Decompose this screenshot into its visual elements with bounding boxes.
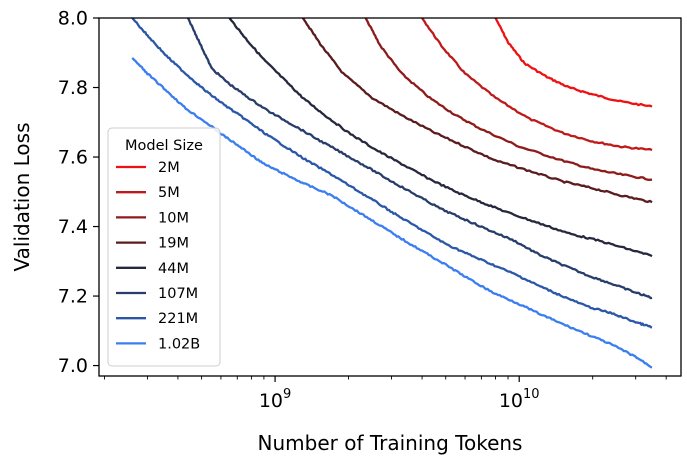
y-tick-label: 7.6 xyxy=(58,147,88,169)
plot-frame xyxy=(98,17,682,377)
x-axis-label: Number of Training Tokens xyxy=(258,431,523,455)
series-line-44M xyxy=(228,18,653,258)
x-axis-ticks: 109 1010 xyxy=(103,376,667,412)
legend: Model Size 2M 5M 10M 19M 44M 107M 221M 1.02B xyxy=(107,127,221,367)
series-line-107M xyxy=(186,18,653,300)
y-tick-label: 7.0 xyxy=(58,355,88,377)
series-lines xyxy=(131,18,653,369)
legend-label: 2M xyxy=(158,160,180,176)
series-line-2M xyxy=(494,18,653,108)
legend-items: 2M 5M 10M 19M 44M 107M 221M 1.02B xyxy=(116,160,200,352)
series-line-5M xyxy=(421,18,653,152)
x-tick-label: 1010 xyxy=(499,387,540,412)
legend-label: 10M xyxy=(158,210,189,226)
legend-label: 19M xyxy=(158,236,189,252)
y-tick-label: 7.2 xyxy=(58,286,88,308)
legend-label: 5M xyxy=(158,185,180,201)
legend-label: 221M xyxy=(158,311,198,327)
y-axis-ticks: 7.0 7.2 7.4 7.6 7.8 8.0 xyxy=(58,8,99,377)
series-line-1.02B xyxy=(131,57,653,369)
y-tick-label: 7.8 xyxy=(58,77,88,99)
legend-label: 44M xyxy=(158,261,189,277)
series-line-19M xyxy=(301,18,653,204)
legend-label: 107M xyxy=(158,286,198,302)
legend-label: 1.02B xyxy=(158,336,200,352)
plot-area xyxy=(98,17,682,377)
x-tick-label: 109 xyxy=(259,387,291,412)
series-line-10M xyxy=(364,18,653,181)
series-line-221M xyxy=(131,18,653,329)
y-tick-label: 7.4 xyxy=(58,216,88,238)
legend-title: Model Size xyxy=(125,138,203,154)
y-tick-label: 8.0 xyxy=(58,8,88,30)
y-axis-label: Validation Loss xyxy=(10,123,34,272)
legend-box xyxy=(107,127,221,367)
